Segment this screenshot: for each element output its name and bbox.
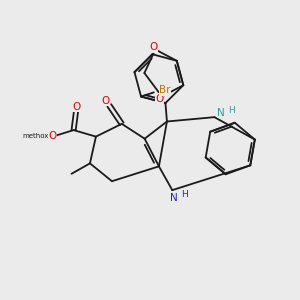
Text: O: O	[48, 131, 56, 141]
Text: methoxy: methoxy	[22, 133, 52, 139]
Text: O: O	[73, 102, 81, 112]
Text: H: H	[228, 106, 235, 115]
Text: N: N	[217, 108, 225, 118]
Text: N: N	[170, 193, 178, 202]
Text: O: O	[155, 94, 164, 104]
Text: O: O	[102, 96, 110, 106]
Text: Br: Br	[159, 85, 171, 95]
Text: H: H	[181, 190, 188, 200]
Text: O: O	[149, 42, 157, 52]
